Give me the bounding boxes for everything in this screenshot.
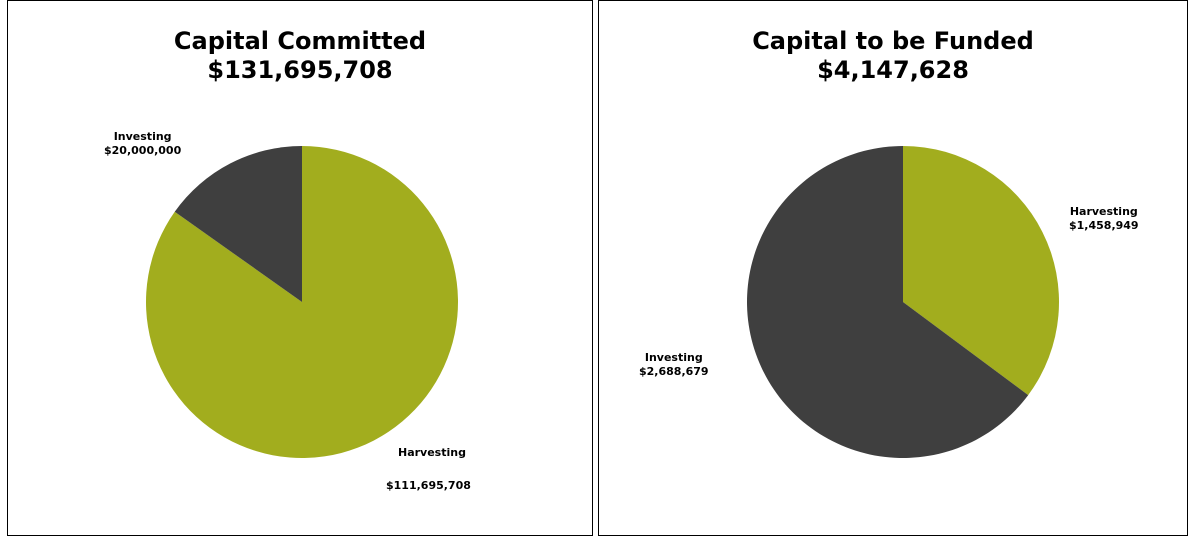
- slice-label-harvesting-amount: $111,695,708: [386, 479, 471, 492]
- chart-panel-capital-committed: Capital Committed $131,695,708 Investing…: [7, 0, 593, 536]
- chart-title: Capital Committed $131,695,708: [8, 27, 592, 85]
- chart-panel-capital-to-be-funded: Capital to be Funded $4,147,628 Harvesti…: [598, 0, 1188, 536]
- pie-slice-investing: [747, 146, 1029, 458]
- chart-title-line: Capital to be Funded: [752, 27, 1034, 55]
- chart-total: $131,695,708: [207, 56, 393, 84]
- slice-label-harvesting: Harvesting $1,458,949: [1069, 205, 1139, 232]
- pie-chart: [146, 146, 459, 458]
- pie-slice-harvesting: [146, 146, 459, 458]
- slice-label-harvesting-name: Harvesting: [398, 446, 466, 459]
- pie-chart: [747, 146, 1060, 458]
- pie-slice-harvesting: [903, 146, 1060, 396]
- pie-slice-investing: [174, 146, 302, 302]
- chart-title: Capital to be Funded $4,147,628: [599, 27, 1187, 85]
- chart-title-line: Capital Committed: [173, 27, 427, 55]
- slice-label-investing: Investing $20,000,000: [104, 130, 182, 157]
- slice-label-investing: Investing $2,688,679: [639, 351, 709, 378]
- chart-total: $4,147,628: [817, 56, 969, 84]
